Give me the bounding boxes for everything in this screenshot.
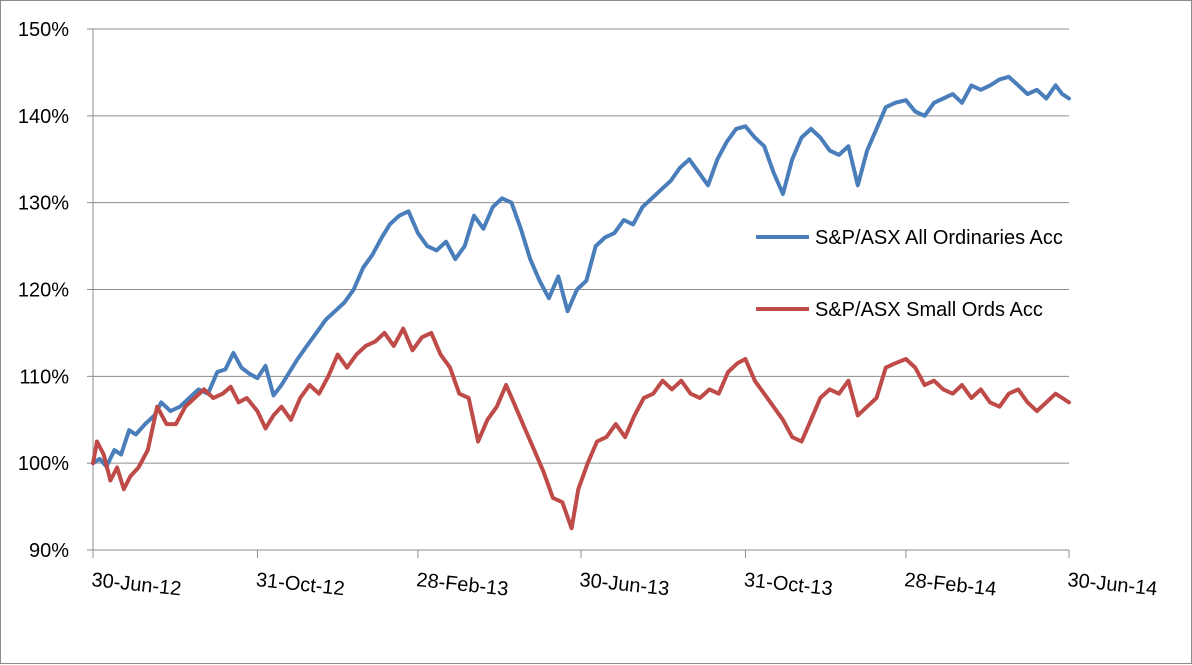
y-tick-label: 130%	[18, 193, 69, 215]
y-axis: 90% 100% 110% 120% 130% 140% 150%	[18, 19, 94, 562]
y-tick-label: 150%	[18, 19, 69, 41]
legend: S&P/ASX All Ordinaries Acc S&P/ASX Small …	[756, 227, 1063, 321]
x-tick-label: 28-Feb-13	[415, 569, 509, 601]
y-tick-label: 110%	[19, 366, 69, 388]
y-tick-label: 90%	[29, 540, 69, 562]
x-tick-label: 30-Jun-12	[90, 569, 182, 600]
legend-label: S&P/ASX All Ordinaries Acc	[815, 227, 1063, 249]
y-tick-label: 140%	[18, 106, 69, 128]
x-tick-label: 31-Oct-13	[743, 569, 834, 600]
legend-label: S&P/ASX Small Ords Acc	[815, 299, 1043, 321]
x-tick-label: 30-Jun-13	[578, 569, 670, 600]
series-line-all-ordinaries	[91, 74, 1071, 469]
series-line-small-ords	[91, 326, 1071, 531]
y-tick-label: 100%	[18, 453, 69, 475]
gridlines	[93, 28, 1069, 551]
y-tick-label: 120%	[18, 280, 69, 302]
x-axis: 30-Jun-12 31-Oct-12 28-Feb-13 30-Jun-13 31-O…	[90, 550, 1158, 601]
x-tick-label: 28-Feb-14	[903, 569, 997, 601]
x-tick-label: 30-Jun-14	[1066, 569, 1158, 600]
series-lines	[91, 74, 1071, 531]
x-tick-label: 31-Oct-12	[255, 569, 346, 600]
